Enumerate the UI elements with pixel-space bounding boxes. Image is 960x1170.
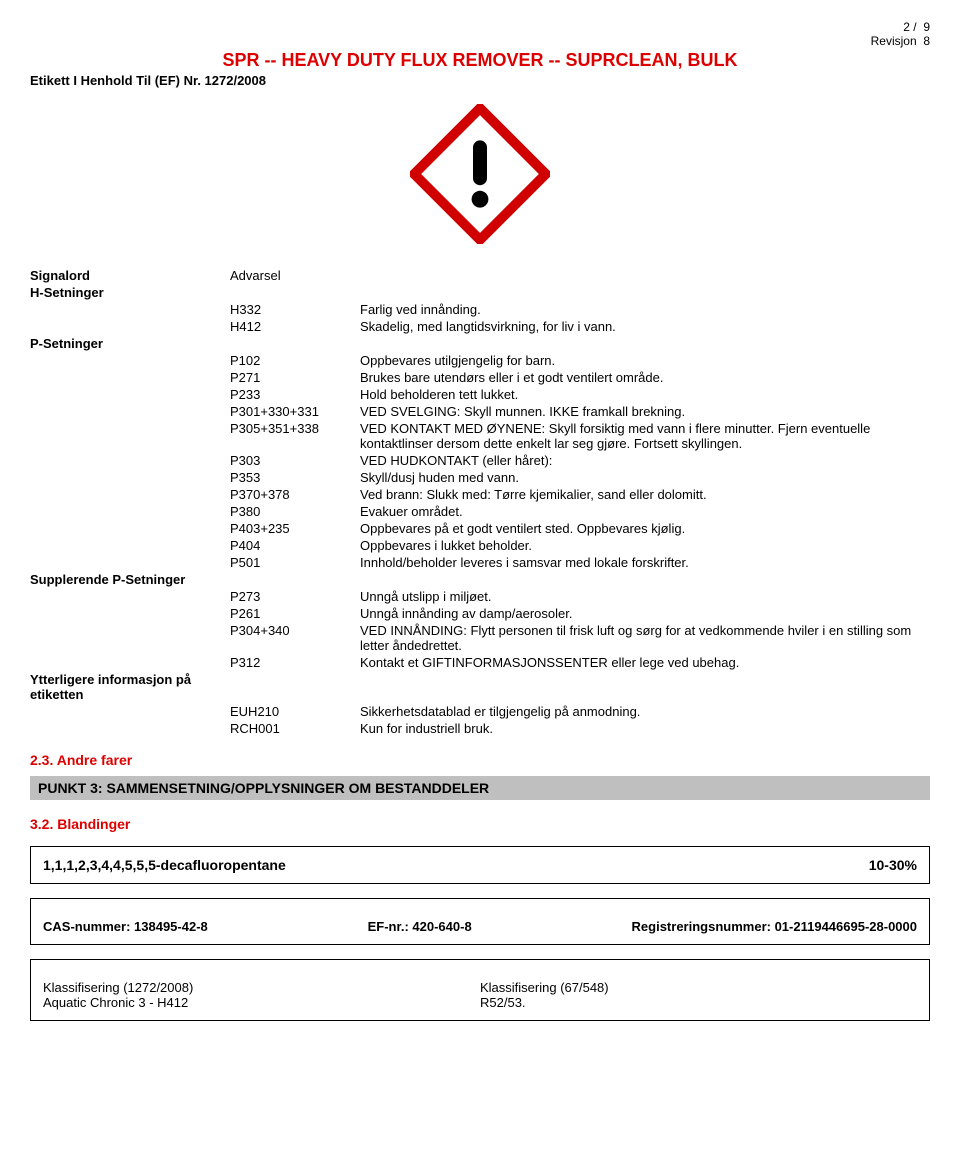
p-statement-code: P303 xyxy=(230,453,360,468)
page-total: 9 xyxy=(923,20,930,34)
extra-statement-code: EUH210 xyxy=(230,704,360,719)
h-section-label: H-Setninger xyxy=(30,285,930,300)
signal-value: Advarsel xyxy=(230,268,360,283)
p-statement-text: Innhold/beholder leveres i samsvar med l… xyxy=(360,555,930,570)
p-statement-text: Ved brann: Slukk med: Tørre kjemikalier,… xyxy=(360,487,930,502)
p-statement-code: P271 xyxy=(230,370,360,385)
p-statement-code: P380 xyxy=(230,504,360,519)
ef-field: EF-nr.: 420-640-8 xyxy=(368,919,472,934)
h-statement-row: H412Skadelig, med langtidsvirkning, for … xyxy=(30,319,930,334)
hazard-pictogram xyxy=(30,104,930,244)
p-statement-code: P353 xyxy=(230,470,360,485)
extra-statement-row: RCH001Kun for industriell bruk. xyxy=(30,721,930,736)
p-statement-code: P370+378 xyxy=(230,487,360,502)
page-num: 2 xyxy=(903,20,910,34)
revision-num: 8 xyxy=(923,34,930,48)
p-statement-text: Brukes bare utendørs eller i et godt ven… xyxy=(360,370,930,385)
supp-p-statement-row: P304+340VED INNÅNDING: Flytt personen ti… xyxy=(30,623,930,653)
extra-statement-text: Sikkerhetsdatablad er tilgjengelig på an… xyxy=(360,704,930,719)
h-statement-code: H332 xyxy=(230,302,360,317)
ingredient-pct: 10-30% xyxy=(869,857,917,873)
extra-statement-row: EUH210Sikkerhetsdatablad er tilgjengelig… xyxy=(30,704,930,719)
extra-section-label: Ytterligere informasjon på etiketten xyxy=(30,672,930,702)
extra-statement-text: Kun for industriell bruk. xyxy=(360,721,930,736)
signal-word-row: Signalord Advarsel xyxy=(30,268,930,283)
p-statement-row: P102Oppbevares utilgjengelig for barn. xyxy=(30,353,930,368)
ingredient-name: 1,1,1,2,3,4,4,5,5,5-decafluoropentane xyxy=(43,857,286,873)
p-statement-text: Hold beholderen tett lukket. xyxy=(360,387,930,402)
p-statement-row: P403+235Oppbevares på et godt ventilert … xyxy=(30,521,930,536)
supp-p-statement-text: Unngå utslipp i miljøet. xyxy=(360,589,930,604)
p-statement-row: P301+330+331VED SVELGING: Skyll munnen. … xyxy=(30,404,930,419)
p-statement-row: P303VED HUDKONTAKT (eller håret): xyxy=(30,453,930,468)
cas-field: CAS-nummer: 138495-42-8 xyxy=(43,919,208,934)
supp-p-statement-row: P312Kontakt et GIFTINFORMASJONSSENTER el… xyxy=(30,655,930,670)
supp-section-label: Supplerende P-Setninger xyxy=(30,572,930,587)
class-67548-label: Klassifisering (67/548) xyxy=(480,980,917,995)
supp-p-statement-text: Unngå innånding av damp/aerosoler. xyxy=(360,606,930,621)
h-statement-text: Skadelig, med langtidsvirkning, for liv … xyxy=(360,319,930,334)
section-3-2: 3.2. Blandinger xyxy=(30,816,930,832)
p-statement-row: P404Oppbevares i lukket beholder. xyxy=(30,538,930,553)
p-statement-code: P501 xyxy=(230,555,360,570)
supp-p-statement-code: P261 xyxy=(230,606,360,621)
class-1272-label: Klassifisering (1272/2008) xyxy=(43,980,480,995)
p-statement-text: VED KONTAKT MED ØYNENE: Skyll forsiktig … xyxy=(360,421,930,451)
exclamation-diamond-icon xyxy=(410,104,550,244)
h-statement-code: H412 xyxy=(230,319,360,334)
ingredient-box-1: 1,1,1,2,3,4,4,5,5,5-decafluoropentane 10… xyxy=(30,846,930,884)
p-statement-text: Evakuer området. xyxy=(360,504,930,519)
label-reference: Etikett I Henhold Til (EF) Nr. 1272/2008 xyxy=(30,73,930,88)
p-statement-row: P233Hold beholderen tett lukket. xyxy=(30,387,930,402)
p-statement-text: Oppbevares på et godt ventilert sted. Op… xyxy=(360,521,930,536)
supp-p-statement-row: P273Unngå utslipp i miljøet. xyxy=(30,589,930,604)
section-3-header: PUNKT 3: SAMMENSETNING/OPPLYSNINGER OM B… xyxy=(30,776,930,800)
p-statement-row: P380Evakuer området. xyxy=(30,504,930,519)
supp-p-statement-code: P312 xyxy=(230,655,360,670)
p-statement-row: P501Innhold/beholder leveres i samsvar m… xyxy=(30,555,930,570)
reg-field: Registreringsnummer: 01-2119446695-28-00… xyxy=(632,919,917,934)
p-statement-text: VED HUDKONTAKT (eller håret): xyxy=(360,453,930,468)
p-statement-code: P301+330+331 xyxy=(230,404,360,419)
h-statement-row: H332Farlig ved innånding. xyxy=(30,302,930,317)
ingredient-box-3: Klassifisering (1272/2008) Aquatic Chron… xyxy=(30,959,930,1021)
h-statement-text: Farlig ved innånding. xyxy=(360,302,930,317)
p-statement-code: P403+235 xyxy=(230,521,360,536)
supp-p-statement-text: Kontakt et GIFTINFORMASJONSSENTER eller … xyxy=(360,655,930,670)
p-statement-row: P370+378Ved brann: Slukk med: Tørre kjem… xyxy=(30,487,930,502)
p-statement-text: Oppbevares utilgjengelig for barn. xyxy=(360,353,930,368)
p-statement-code: P404 xyxy=(230,538,360,553)
p-statement-row: P305+351+338VED KONTAKT MED ØYNENE: Skyl… xyxy=(30,421,930,451)
p-statement-text: Oppbevares i lukket beholder. xyxy=(360,538,930,553)
section-2-3: 2.3. Andre farer xyxy=(30,752,930,768)
page-number: 2 / 9 xyxy=(30,20,930,34)
p-statement-row: P271Brukes bare utendørs eller i et godt… xyxy=(30,370,930,385)
revision-label: Revisjon xyxy=(871,34,917,48)
class-67548-value: R52/53. xyxy=(480,995,917,1010)
ingredient-box-2: CAS-nummer: 138495-42-8 EF-nr.: 420-640-… xyxy=(30,898,930,945)
supp-p-statement-text: VED INNÅNDING: Flytt personen til frisk … xyxy=(360,623,930,653)
p-section-label: P-Setninger xyxy=(30,336,930,351)
p-statement-code: P305+351+338 xyxy=(230,421,360,451)
p-statement-code: P102 xyxy=(230,353,360,368)
signal-label: Signalord xyxy=(30,268,230,283)
class-1272-value: Aquatic Chronic 3 - H412 xyxy=(43,995,480,1010)
revision: Revisjon 8 xyxy=(30,34,930,48)
extra-statement-code: RCH001 xyxy=(230,721,360,736)
p-statement-row: P353Skyll/dusj huden med vann. xyxy=(30,470,930,485)
supp-p-statement-code: P273 xyxy=(230,589,360,604)
supp-p-statement-code: P304+340 xyxy=(230,623,360,653)
p-statement-text: Skyll/dusj huden med vann. xyxy=(360,470,930,485)
product-title: SPR -- HEAVY DUTY FLUX REMOVER -- SUPRCL… xyxy=(30,50,930,71)
p-statement-code: P233 xyxy=(230,387,360,402)
supp-p-statement-row: P261Unngå innånding av damp/aerosoler. xyxy=(30,606,930,621)
p-statement-text: VED SVELGING: Skyll munnen. IKKE framkal… xyxy=(360,404,930,419)
